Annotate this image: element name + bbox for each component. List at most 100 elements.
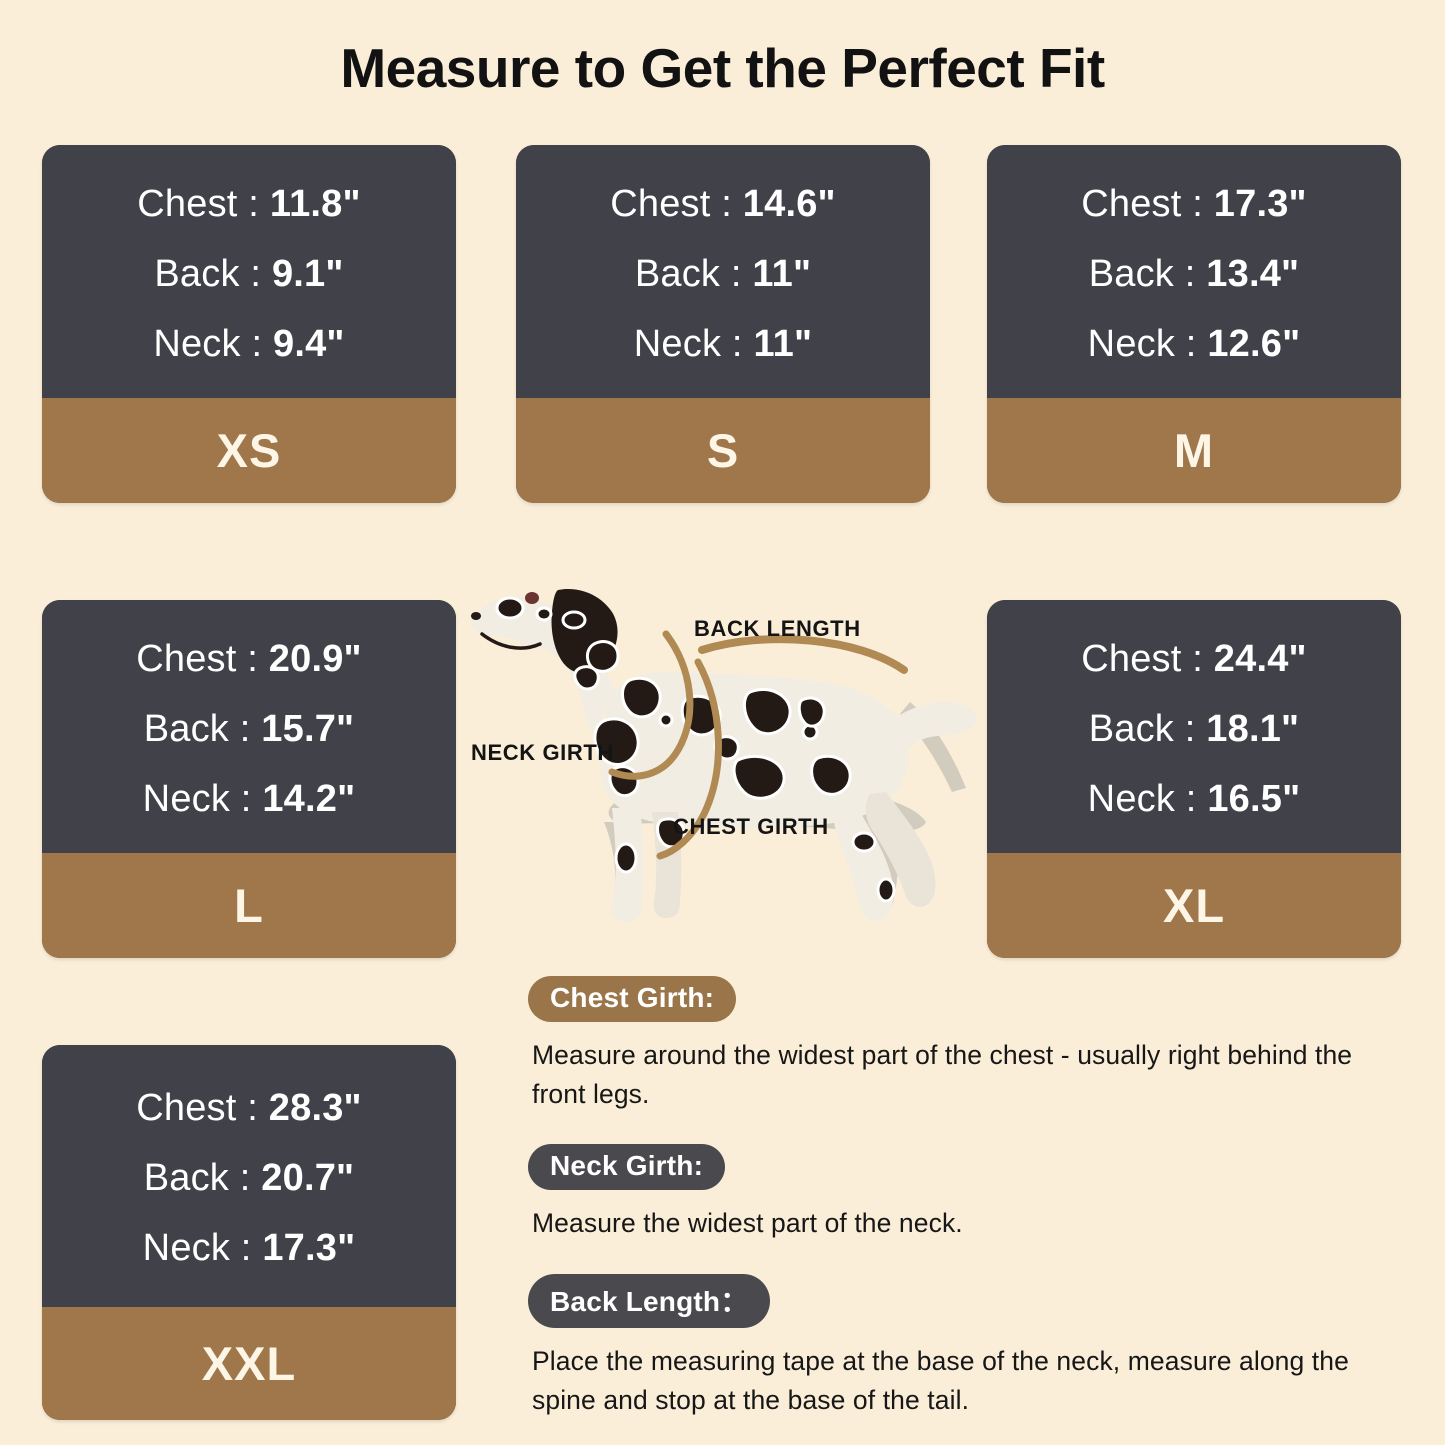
- measure-back-value: 13.4": [1206, 252, 1300, 295]
- measure-chest-label: Chest :: [1081, 637, 1204, 680]
- page-title: Measure to Get the Perfect Fit: [340, 37, 1105, 99]
- measure-chest-value: 28.3": [268, 1087, 362, 1129]
- measure-neck-value: 16.5": [1207, 777, 1301, 820]
- measure-neck-label: Neck :: [1087, 322, 1197, 365]
- measure-chest: Chest : 11.8": [137, 185, 360, 223]
- instruction-heading-chest-girth: Chest Girth:: [528, 976, 737, 1022]
- measure-chest-label: Chest :: [610, 182, 733, 225]
- measure-chest-value: 11.8": [269, 182, 361, 225]
- size-card-measures: Chest : 24.4" Back : 18.1" Neck : 16.5": [987, 600, 1401, 853]
- dog-face: [471, 592, 542, 650]
- size-label: XXL: [201, 1337, 297, 1390]
- size-card-l[interactable]: Chest : 20.9" Back : 15.7" Neck : 14.2" …: [42, 600, 456, 958]
- measure-back-value: 9.1": [271, 252, 344, 295]
- measure-chest: Chest : 14.6": [610, 185, 836, 223]
- eye: [525, 592, 539, 604]
- size-label: M: [1173, 424, 1215, 477]
- size-card-measures: Chest : 14.6" Back : 11" Neck : 11": [516, 145, 930, 398]
- measure-back: Back : 20.7": [144, 1159, 355, 1197]
- size-card-measures: Chest : 11.8" Back : 9.1" Neck : 9.4": [42, 145, 456, 398]
- size-card-footer: XL: [987, 853, 1401, 958]
- measure-back-label: Back :: [1088, 252, 1196, 295]
- measure-chest: Chest : 20.9": [136, 640, 362, 678]
- instruction-body-chest-girth: Measure around the widest part of the ch…: [532, 1040, 1353, 1110]
- size-card-m[interactable]: Chest : 17.3" Back : 13.4" Neck : 12.6" …: [987, 145, 1401, 503]
- measuring-tapes: [608, 630, 908, 860]
- size-card-footer: XXL: [42, 1307, 456, 1420]
- size-label: L: [234, 879, 264, 932]
- measure-chest-value: 14.6": [742, 182, 836, 225]
- measure-neck-value: 9.4": [273, 322, 345, 365]
- measure-neck: Neck : 17.3": [143, 1229, 356, 1267]
- measure-chest-value: 17.3": [1213, 182, 1307, 225]
- callout-back-length: BACK LENGTH: [694, 616, 861, 641]
- measure-neck-label: Neck :: [153, 322, 263, 365]
- size-card-measures: Chest : 28.3" Back : 20.7" Neck : 17.3": [42, 1045, 456, 1307]
- size-label: XL: [1162, 879, 1226, 932]
- size-card-measures: Chest : 17.3" Back : 13.4" Neck : 12.6": [987, 145, 1401, 398]
- measure-back: Back : 11": [635, 255, 811, 293]
- measure-back-value: 20.7": [261, 1157, 355, 1199]
- size-card-xl[interactable]: Chest : 24.4" Back : 18.1" Neck : 16.5" …: [987, 600, 1401, 958]
- size-label: XS: [216, 424, 282, 477]
- callout-chest-girth: CHEST GIRTH: [673, 814, 829, 839]
- nose: [471, 612, 481, 620]
- measure-back-value: 11": [752, 252, 812, 295]
- size-card-footer: S: [516, 398, 930, 503]
- instruction-chest-girth: Chest Girth: Measure around the widest p…: [528, 976, 1408, 1114]
- measure-neck: Neck : 11": [634, 325, 812, 363]
- measure-back: Back : 13.4": [1089, 255, 1300, 293]
- measure-chest: Chest : 28.3": [136, 1089, 362, 1127]
- size-card-xs[interactable]: Chest : 11.8" Back : 9.1" Neck : 9.4" XS: [42, 145, 456, 503]
- instruction-body-back-length: Place the measuring tape at the base of …: [532, 1345, 1349, 1415]
- measure-neck-label: Neck :: [633, 322, 743, 365]
- measure-chest-label: Chest :: [136, 637, 259, 680]
- size-card-s[interactable]: Chest : 14.6" Back : 11" Neck : 11" S: [516, 145, 930, 503]
- measure-back-label: Back :: [143, 707, 251, 750]
- size-card-measures: Chest : 20.9" Back : 15.7" Neck : 14.2": [42, 600, 456, 853]
- size-card-footer: M: [987, 398, 1401, 503]
- measure-back-value: 15.7": [261, 707, 355, 750]
- instruction-heading-back-length: Back Length：: [528, 1273, 771, 1328]
- measure-chest-label: Chest :: [136, 1087, 259, 1129]
- measure-back: Back : 15.7": [144, 710, 355, 748]
- size-card-xxl[interactable]: Chest : 28.3" Back : 20.7" Neck : 17.3" …: [42, 1045, 456, 1420]
- measure-neck-label: Neck :: [1087, 777, 1197, 820]
- instructions-panel: Chest Girth: Measure around the widest p…: [528, 976, 1408, 1420]
- measure-back: Back : 9.1": [154, 255, 343, 293]
- measure-chest: Chest : 24.4": [1081, 640, 1307, 678]
- measure-neck: Neck : 12.6": [1088, 325, 1301, 363]
- mouth: [480, 632, 542, 650]
- measure-neck-value: 11": [753, 322, 813, 365]
- measure-chest-label: Chest :: [137, 182, 260, 225]
- size-card-footer: XS: [42, 398, 456, 503]
- measure-neck-value: 14.2": [262, 777, 356, 820]
- measure-back-value: 18.1": [1206, 707, 1300, 750]
- measure-neck-label: Neck :: [142, 1227, 252, 1269]
- measure-neck-label: Neck :: [142, 777, 252, 820]
- instruction-back-length: Back Length： Place the measuring tape at…: [528, 1273, 1408, 1420]
- dog-measurement-diagram: [466, 572, 986, 937]
- callout-neck-girth: NECK GIRTH: [471, 740, 614, 765]
- measure-chest-value: 20.9": [268, 637, 362, 680]
- size-card-footer: L: [42, 853, 456, 958]
- measure-back-label: Back :: [154, 252, 262, 295]
- instruction-neck-girth: Neck Girth: Measure the widest part of t…: [528, 1144, 1408, 1243]
- measure-chest: Chest : 17.3": [1081, 185, 1307, 223]
- measure-chest-label: Chest :: [1081, 182, 1204, 225]
- measure-back-label: Back :: [143, 1157, 251, 1199]
- neck-girth-tape: [608, 630, 694, 780]
- measure-neck: Neck : 9.4": [153, 325, 344, 363]
- measure-neck: Neck : 16.5": [1088, 780, 1301, 818]
- instruction-heading-neck-girth: Neck Girth:: [528, 1144, 726, 1191]
- measure-chest-value: 24.4": [1213, 637, 1307, 680]
- measure-back-label: Back :: [634, 252, 742, 295]
- back-length-tape: [698, 635, 908, 674]
- measure-back-label: Back :: [1088, 707, 1196, 750]
- chest-girth-tape: [656, 658, 722, 860]
- measure-neck-value: 12.6": [1207, 322, 1301, 365]
- instruction-body-neck-girth: Measure the widest part of the neck.: [532, 1208, 963, 1239]
- measure-neck-value: 17.3": [262, 1227, 356, 1269]
- measure-neck: Neck : 14.2": [143, 780, 356, 818]
- size-label: S: [706, 424, 740, 477]
